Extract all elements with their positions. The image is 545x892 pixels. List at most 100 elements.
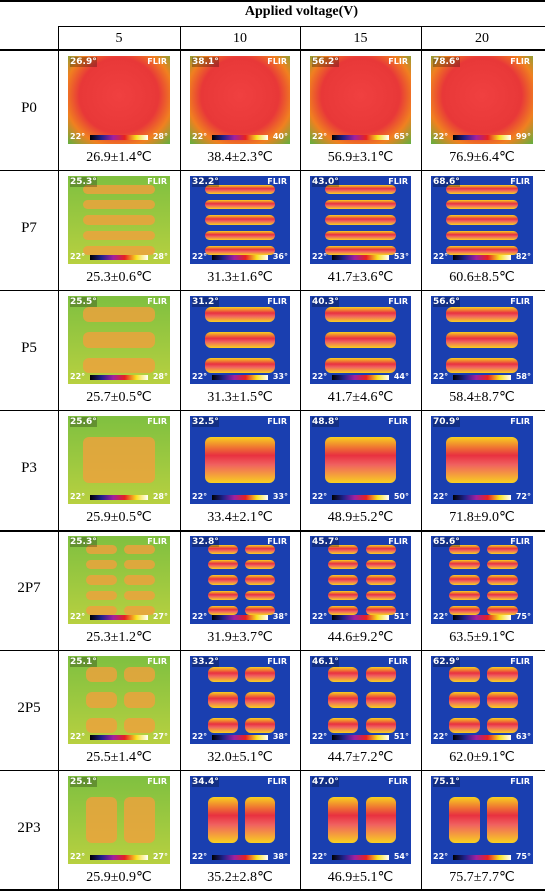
heat-band xyxy=(487,717,518,733)
max-temp: 68.6° xyxy=(433,177,460,187)
scale-max: 28° xyxy=(152,492,168,501)
heat-band xyxy=(83,307,155,323)
heat-band xyxy=(365,560,396,570)
rule xyxy=(0,530,545,532)
scale-min: 22° xyxy=(70,132,86,141)
scale-min: 22° xyxy=(433,252,449,261)
heat-band xyxy=(83,437,155,483)
heat-band xyxy=(325,215,396,225)
heat-band xyxy=(325,200,396,210)
thermal-image: 26.9° FLIR 22° 28° xyxy=(68,56,170,144)
heat-band xyxy=(86,717,117,733)
thermal-image: 45.7° FLIR 22° 51° xyxy=(310,536,411,624)
scale-max: 38° xyxy=(272,612,288,621)
colorbar xyxy=(90,615,148,620)
heat-band xyxy=(325,357,396,373)
scale-min: 22° xyxy=(192,252,208,261)
colorbar xyxy=(332,855,389,860)
heat-band xyxy=(208,605,238,615)
column-header: 10 xyxy=(233,31,247,46)
thermal-image: 56.2° FLIR 22° 65° xyxy=(310,56,411,144)
rule xyxy=(0,889,545,891)
heat-band xyxy=(449,545,480,555)
scale-max: 72° xyxy=(515,492,531,501)
heat-band xyxy=(487,692,518,708)
heat-band xyxy=(487,590,518,600)
thermal-image: 25.5° FLIR 22° 28° xyxy=(68,296,170,384)
camera-logo: FLIR xyxy=(388,657,408,666)
heat-band xyxy=(325,332,396,348)
colorbar xyxy=(453,495,511,500)
camera-logo: FLIR xyxy=(147,537,167,546)
heat-band xyxy=(487,605,518,615)
heat-band xyxy=(446,185,518,195)
camera-logo: FLIR xyxy=(388,537,408,546)
thermal-image: 25.6° FLIR 22° 28° xyxy=(68,416,170,504)
scale-max: 27° xyxy=(152,852,168,861)
caption: 33.4±2.1℃ xyxy=(207,510,273,525)
caption: 44.7±7.2℃ xyxy=(327,750,394,765)
colorbar xyxy=(332,495,389,500)
thermal-image: 38.1° FLIR 22° 40° xyxy=(190,56,290,144)
colorbar xyxy=(90,735,148,740)
max-temp: 25.3° xyxy=(70,537,97,547)
scale-max: 53° xyxy=(393,252,409,261)
heat-band xyxy=(208,545,238,555)
camera-logo: FLIR xyxy=(147,657,167,666)
scale-max: 40° xyxy=(272,132,288,141)
heat-band xyxy=(365,575,396,585)
scale-min: 22° xyxy=(433,372,449,381)
heat-band xyxy=(446,437,518,483)
heat-band xyxy=(205,332,275,348)
camera-logo: FLIR xyxy=(267,417,287,426)
thermal-image: 68.6° FLIR 22° 82° xyxy=(431,176,533,264)
caption: 25.3±1.2℃ xyxy=(86,630,152,645)
caption: 46.9±5.1℃ xyxy=(327,870,394,885)
scale-min: 22° xyxy=(312,252,328,261)
scale-min: 22° xyxy=(433,492,449,501)
colorbar xyxy=(332,135,389,140)
max-temp: 32.5° xyxy=(192,417,219,427)
heat-band xyxy=(86,545,117,555)
scale-max: 51° xyxy=(393,612,409,621)
caption: 25.9±0.5℃ xyxy=(86,510,152,525)
caption: 58.4±8.7℃ xyxy=(449,390,515,405)
scale-min: 22° xyxy=(70,852,86,861)
scale-max: 50° xyxy=(393,492,409,501)
scale-max: 36° xyxy=(272,252,288,261)
heat-band xyxy=(205,215,275,225)
camera-logo: FLIR xyxy=(147,177,167,186)
heat-band xyxy=(205,185,275,195)
scale-min: 22° xyxy=(192,852,208,861)
heat-band xyxy=(208,692,238,708)
camera-logo: FLIR xyxy=(388,297,408,306)
heat-band xyxy=(325,437,396,483)
heat-band xyxy=(124,605,155,615)
scale-min: 22° xyxy=(312,852,328,861)
thermal-image: 75.1° FLIR 22° 75° xyxy=(431,776,533,864)
scale-max: 28° xyxy=(152,372,168,381)
max-temp: 62.9° xyxy=(433,657,460,667)
heat-band xyxy=(365,605,396,615)
scale-max: 82° xyxy=(515,252,531,261)
heat-band xyxy=(365,590,396,600)
rule xyxy=(0,0,545,2)
row-label: 2P5 xyxy=(17,700,41,716)
heat-band xyxy=(205,307,275,323)
colorbar xyxy=(332,615,389,620)
scale-min: 22° xyxy=(312,372,328,381)
scale-min: 22° xyxy=(433,612,449,621)
scale-max: 27° xyxy=(152,612,168,621)
scale-min: 22° xyxy=(192,492,208,501)
heat-band xyxy=(86,797,117,843)
heat-band xyxy=(205,200,275,210)
thermal-image: 32.2° FLIR 22° 36° xyxy=(190,176,290,264)
rule xyxy=(58,26,59,890)
heat-band xyxy=(446,357,518,373)
camera-logo: FLIR xyxy=(510,177,530,186)
heat-band xyxy=(449,667,480,683)
scale-max: 33° xyxy=(272,492,288,501)
max-temp: 25.3° xyxy=(70,177,97,187)
max-temp: 65.6° xyxy=(433,537,460,547)
